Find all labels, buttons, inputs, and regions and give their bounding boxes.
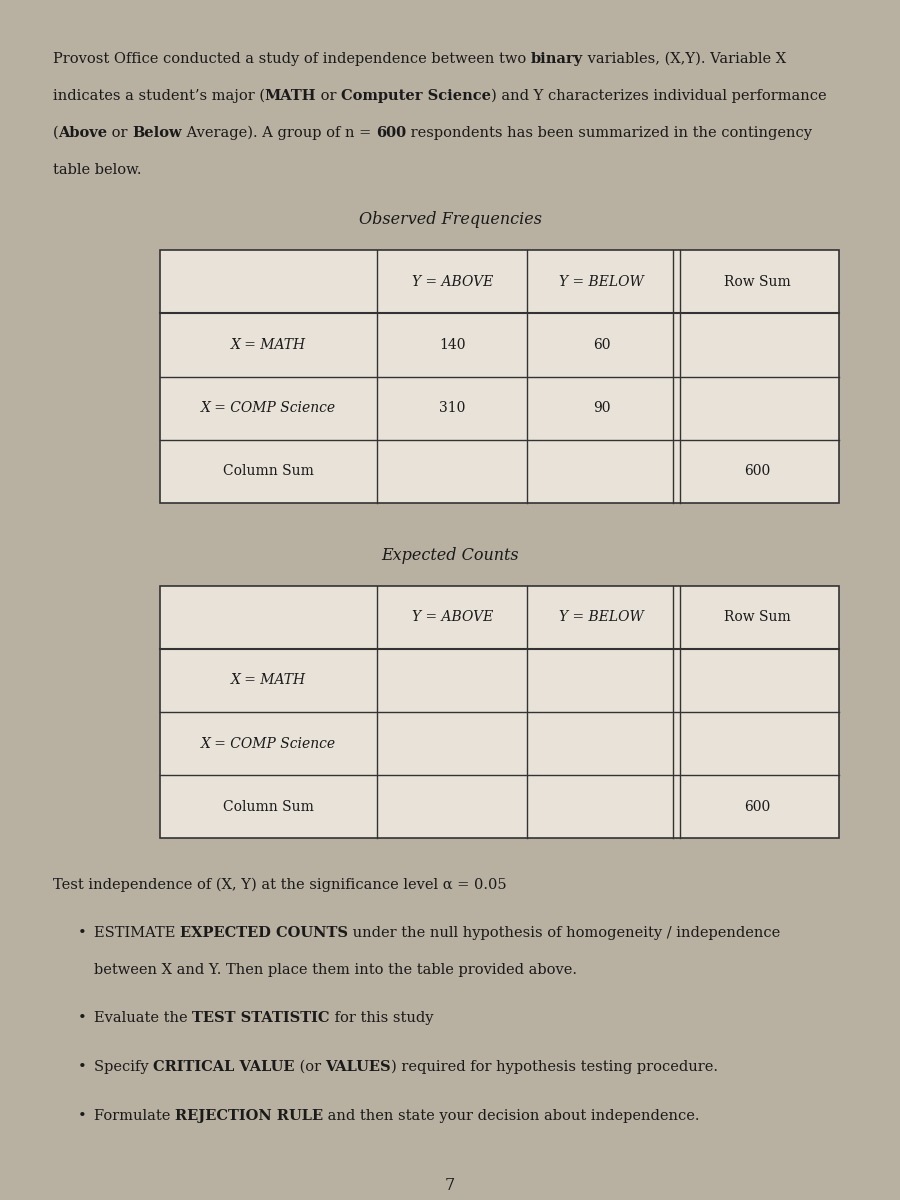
Text: Test independence of (X, Y) at the significance level α = 0.05: Test independence of (X, Y) at the signi… (52, 877, 506, 892)
Text: table below.: table below. (52, 163, 141, 176)
Text: Specify: Specify (94, 1060, 153, 1074)
Text: X = COMP Science: X = COMP Science (202, 401, 337, 415)
Text: binary: binary (530, 52, 582, 66)
Text: between X and Y. Then place them into the table provided above.: between X and Y. Then place them into th… (94, 962, 577, 977)
Text: Provost Office conducted a study of independence between two: Provost Office conducted a study of inde… (52, 52, 530, 66)
Text: respondents has been summarized in the contingency: respondents has been summarized in the c… (406, 126, 812, 140)
Text: Y = BELOW: Y = BELOW (559, 611, 644, 624)
Text: or: or (316, 89, 341, 103)
Text: X = MATH: X = MATH (231, 338, 306, 352)
Text: 140: 140 (439, 338, 465, 352)
Text: and then state your decision about independence.: and then state your decision about indep… (323, 1109, 699, 1122)
Text: 310: 310 (439, 401, 465, 415)
Text: (or: (or (294, 1060, 326, 1074)
Text: Column Sum: Column Sum (223, 799, 314, 814)
Text: 600: 600 (744, 799, 770, 814)
Text: TEST STATISTIC: TEST STATISTIC (193, 1012, 329, 1025)
Text: Y = ABOVE: Y = ABOVE (411, 275, 493, 289)
Text: (: ( (52, 126, 58, 140)
Text: ) required for hypothesis testing procedure.: ) required for hypothesis testing proced… (392, 1060, 718, 1074)
Text: Observed Frequencies: Observed Frequencies (358, 211, 542, 228)
Text: for this study: for this study (329, 1012, 433, 1025)
Text: 600: 600 (376, 126, 406, 140)
Text: Y = ABOVE: Y = ABOVE (411, 611, 493, 624)
Text: Above: Above (58, 126, 107, 140)
Text: variables, (X,Y). Variable X: variables, (X,Y). Variable X (582, 52, 786, 66)
Text: Computer Science: Computer Science (341, 89, 491, 103)
Text: Evaluate the: Evaluate the (94, 1012, 193, 1025)
Text: X = MATH: X = MATH (231, 673, 306, 688)
Text: •: • (77, 926, 86, 940)
Text: X = COMP Science: X = COMP Science (202, 737, 337, 750)
Text: 7: 7 (445, 1177, 455, 1194)
Text: CRITICAL VALUE: CRITICAL VALUE (153, 1060, 294, 1074)
Text: Row Sum: Row Sum (724, 275, 791, 289)
Text: Average). A group of n =: Average). A group of n = (182, 126, 376, 140)
Text: •: • (77, 1012, 86, 1025)
Text: •: • (77, 1060, 86, 1074)
Text: MATH: MATH (265, 89, 316, 103)
Text: Row Sum: Row Sum (724, 611, 791, 624)
Text: EXPECTED COUNTS: EXPECTED COUNTS (180, 926, 348, 940)
Text: Expected Counts: Expected Counts (382, 547, 518, 564)
Text: indicates a student’s major (: indicates a student’s major ( (52, 89, 265, 103)
Text: Below: Below (132, 126, 182, 140)
Text: VALUES: VALUES (326, 1060, 392, 1074)
Text: ) and Y characterizes individual performance: ) and Y characterizes individual perform… (491, 89, 827, 103)
Text: or: or (107, 126, 132, 140)
Text: REJECTION RULE: REJECTION RULE (175, 1109, 323, 1122)
Text: 60: 60 (593, 338, 610, 352)
Text: ESTIMATE: ESTIMATE (94, 926, 180, 940)
Text: Formulate: Formulate (94, 1109, 175, 1122)
Text: •: • (77, 1109, 86, 1122)
Text: Y = BELOW: Y = BELOW (559, 275, 644, 289)
Text: 600: 600 (744, 464, 770, 479)
Text: under the null hypothesis of homogeneity / independence: under the null hypothesis of homogeneity… (348, 926, 780, 940)
Bar (160, 586, 839, 839)
Bar (160, 251, 839, 503)
Text: 90: 90 (593, 401, 610, 415)
Text: Column Sum: Column Sum (223, 464, 314, 479)
